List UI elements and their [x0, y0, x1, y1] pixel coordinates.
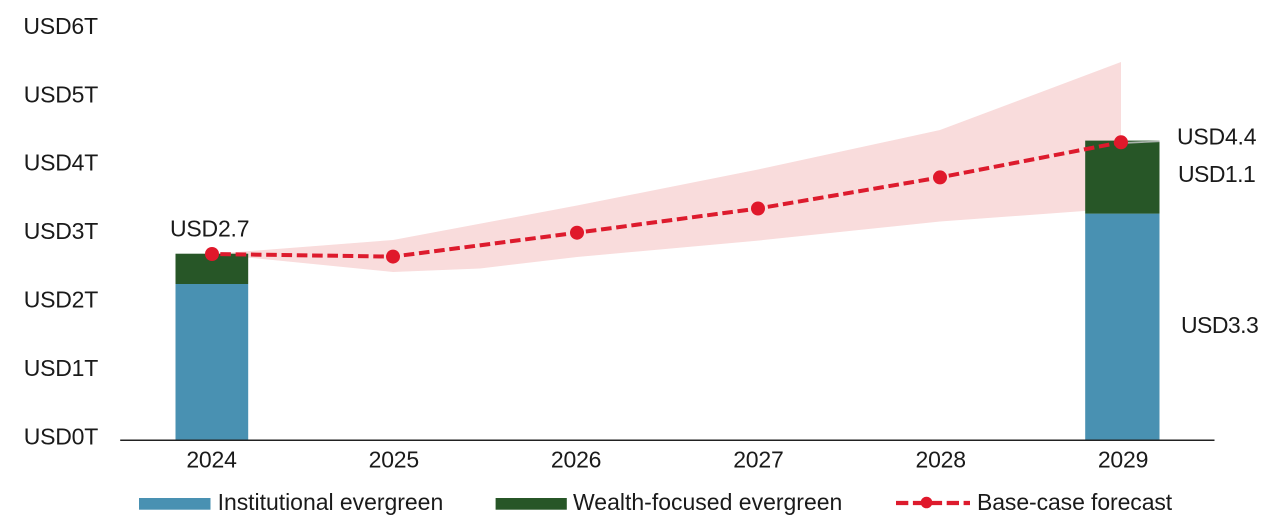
svg-text:2028: 2028 — [916, 446, 966, 472]
svg-text:Wealth-focused evergreen: Wealth-focused evergreen — [573, 489, 842, 515]
svg-text:USD0T: USD0T — [24, 423, 99, 449]
svg-text:2025: 2025 — [369, 446, 419, 472]
svg-text:2026: 2026 — [551, 446, 601, 472]
svg-text:Base-case forecast: Base-case forecast — [977, 489, 1173, 515]
svg-text:2027: 2027 — [733, 446, 783, 472]
svg-text:USD2T: USD2T — [24, 287, 99, 313]
svg-text:USD2.7: USD2.7 — [170, 216, 249, 242]
svg-text:USD3T: USD3T — [24, 218, 99, 244]
svg-text:USD4T: USD4T — [24, 150, 99, 176]
svg-text:Institutional evergreen: Institutional evergreen — [218, 489, 444, 515]
svg-text:2024: 2024 — [186, 446, 237, 472]
svg-text:USD1T: USD1T — [24, 355, 99, 381]
svg-text:USD5T: USD5T — [24, 81, 99, 107]
svg-text:USD3.3: USD3.3 — [1181, 312, 1258, 338]
svg-text:USD1.1: USD1.1 — [1178, 161, 1255, 187]
svg-text:USD6T: USD6T — [23, 13, 98, 39]
svg-text:2029: 2029 — [1098, 446, 1148, 472]
svg-text:USD4.4: USD4.4 — [1177, 123, 1257, 149]
